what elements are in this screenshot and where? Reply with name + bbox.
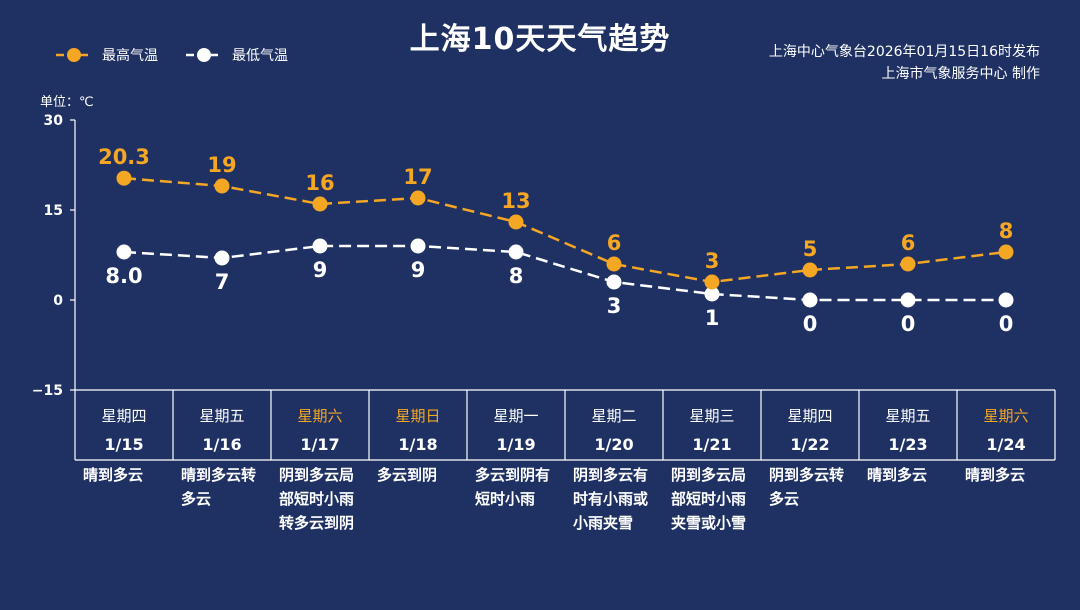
legend-item-low: 最低气温 [184,45,288,65]
weekday-label: 星期六 [297,407,342,425]
date-label: 1/21 [692,435,731,454]
weather-description-line: 阴到多云有 [573,466,648,484]
weather-description-line: 小雨夹雪 [573,514,633,532]
low-temp-label: 8.0 [105,264,142,288]
weather-description-line: 阴到多云局 [279,466,354,484]
high-temp-point [312,196,328,212]
date-label: 1/19 [496,435,535,454]
weather-description-line: 时有小雨或 [573,490,648,508]
low-temp-point [900,292,916,308]
high-temp-label: 8 [999,219,1014,243]
weather-description-line: 多云 [769,490,799,508]
legend-low-marker [186,48,222,62]
source-line-producer: 上海市气象服务中心 制作 [881,66,1040,82]
chart-title: 上海10天天气趋势 [409,22,671,57]
legend-item-high: 最高气温 [54,45,158,65]
high-temp-label: 5 [803,237,818,261]
date-label: 1/22 [790,435,829,454]
date-label: 1/16 [202,435,241,454]
high-temp-label: 6 [901,231,916,255]
weekday-label: 星期四 [787,407,832,425]
low-temp-label: 0 [999,312,1014,336]
source-line-publisher: 上海中心气象台2026年01月15日16时发布 [768,44,1040,60]
weather-description-line: 转多云到阴 [279,514,354,532]
weather-description-line: 多云到阴有 [475,466,550,484]
low-temp-label: 8 [509,264,524,288]
low-temp-label: 7 [215,270,230,294]
low-temp-label: 1 [705,306,720,330]
low-temp-label: 3 [607,294,622,318]
weather-description-line: 部短时小雨 [279,490,354,508]
high-temp-label: 13 [501,189,530,213]
high-temp-point [508,214,524,230]
low-temp-point [312,238,328,254]
low-temp-label: 9 [313,258,328,282]
weekday-label: 星期五 [199,407,244,425]
legend-low-label: 最低气温 [232,48,288,64]
legend-high-label: 最高气温 [102,48,158,64]
source-info: 上海中心气象台2026年01月15日16时发布 上海市气象服务中心 制作 [769,41,1040,85]
low-temp-point [704,286,720,302]
high-temp-point [900,256,916,272]
date-label: 1/23 [888,435,927,454]
high-temp-label: 6 [607,231,622,255]
low-temp-label: 0 [901,312,916,336]
date-label: 1/24 [986,435,1025,454]
date-label: 1/15 [104,435,143,454]
legend: 最高气温 最低气温 [54,45,314,65]
date-label: 1/18 [398,435,437,454]
y-tick-label: 30 [44,113,64,129]
legend-high-marker [56,48,92,62]
weather-description-line: 晴到多云转 [181,466,256,484]
weather-description-line: 夹雪或小雪 [671,514,746,532]
weather-description-line: 晴到多云 [83,466,143,484]
high-temp-label: 16 [305,171,334,195]
high-temp-point [802,262,818,278]
weather-description-line: 多云 [181,490,211,508]
weekday-label: 星期六 [983,407,1028,425]
low-temp-point [802,292,818,308]
date-label: 1/20 [594,435,633,454]
y-tick-label: 0 [53,293,63,309]
weather-description-line: 多云到阴 [377,466,437,484]
weekday-label: 星期二 [591,407,636,425]
low-temp-point [998,292,1014,308]
weather-description-line: 阴到多云局 [671,466,746,484]
weather-description-line: 晴到多云 [965,466,1025,484]
y-tick-label: 15 [44,203,63,219]
low-temp-point [116,244,132,260]
weather-description-line: 短时小雨 [475,490,535,508]
low-temp-point [508,244,524,260]
high-temp-point [704,274,720,290]
weekday-label: 星期三 [689,407,734,425]
low-temp-label: 9 [411,258,426,282]
weather-description-line: 部短时小雨 [671,490,746,508]
high-temp-point [214,178,230,194]
high-temp-point [116,170,132,186]
weather-description-line: 晴到多云 [867,466,927,484]
high-temp-label: 3 [705,249,720,273]
low-temp-label: 0 [803,312,818,336]
y-unit-label: 单位：℃ [40,95,94,110]
high-temp-point [998,244,1014,260]
y-tick-label: −15 [32,383,63,399]
high-temp-label: 17 [403,165,432,189]
low-temp-point [410,238,426,254]
low-temp-point [606,274,622,290]
weekday-label: 星期一 [493,407,538,425]
weekday-label: 星期日 [395,407,440,425]
high-temp-line [123,176,1007,284]
low-temp-point [214,250,230,266]
date-label: 1/17 [300,435,339,454]
high-temp-point [606,256,622,272]
weekday-label: 星期四 [101,407,146,425]
high-temp-label: 19 [207,153,236,177]
weather-description-line: 阴到多云转 [769,466,844,484]
high-temp-point [410,190,426,206]
weekday-label: 星期五 [885,407,930,425]
high-temp-label: 20.3 [98,145,150,169]
low-temp-line [123,244,1006,302]
